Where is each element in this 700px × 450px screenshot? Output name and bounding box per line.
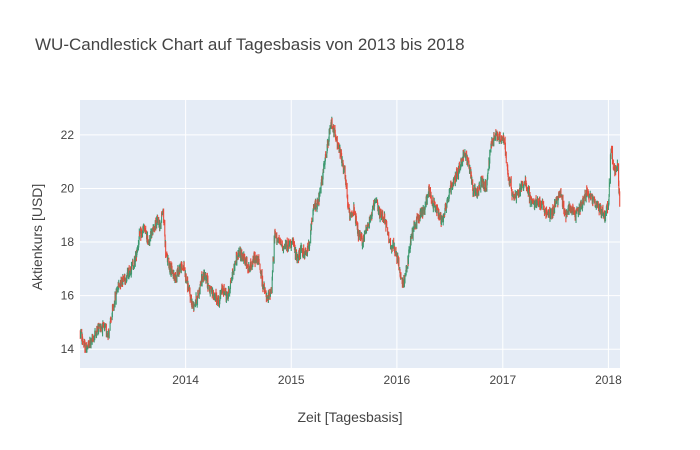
grid-lines xyxy=(80,100,620,368)
y-tick-label: 22 xyxy=(61,128,75,142)
x-tick-label: 2018 xyxy=(595,373,622,387)
x-axis-ticks: 2014 2015 2016 2017 2018 xyxy=(172,373,622,387)
x-tick-label: 2014 xyxy=(172,373,199,387)
y-axis-ticks: 14 16 18 20 22 xyxy=(61,128,75,356)
y-tick-label: 18 xyxy=(61,235,75,249)
y-tick-label: 14 xyxy=(61,342,75,356)
candlestick-series xyxy=(79,116,621,353)
chart-title: WU-Candlestick Chart auf Tagesbasis von … xyxy=(35,35,465,54)
y-tick-label: 16 xyxy=(61,289,75,303)
plot-area xyxy=(80,100,620,368)
y-axis-title: Aktienkurs [USD] xyxy=(29,184,45,291)
x-tick-label: 2016 xyxy=(384,373,411,387)
x-axis-title: Zeit [Tagesbasis] xyxy=(297,409,402,425)
x-tick-label: 2015 xyxy=(278,373,305,387)
x-tick-label: 2017 xyxy=(489,373,516,387)
y-tick-label: 20 xyxy=(61,181,75,195)
